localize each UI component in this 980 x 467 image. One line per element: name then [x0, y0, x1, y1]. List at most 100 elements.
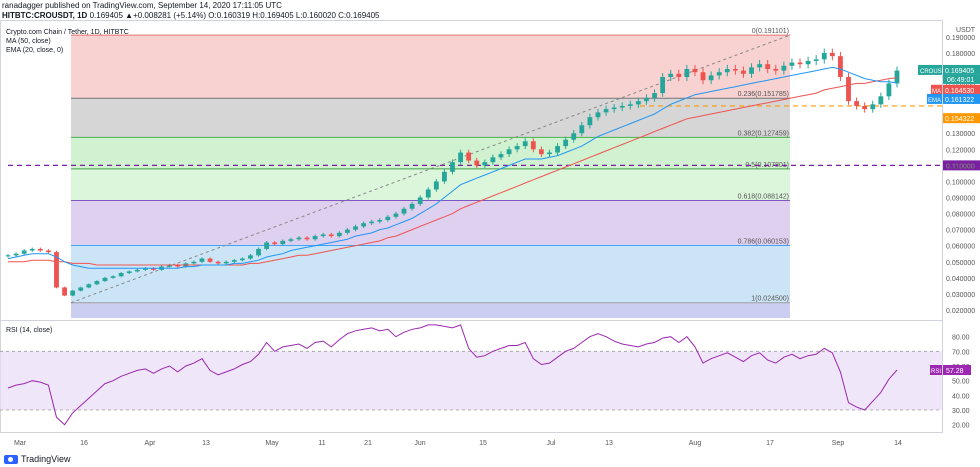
- candle-body: [514, 146, 520, 150]
- candle-body: [231, 260, 237, 262]
- candle-body: [724, 68, 730, 73]
- fib-level-label: 0.618(0.088142): [738, 193, 789, 200]
- candle-body: [668, 73, 674, 78]
- symbol-price-name: CROUSDT: [920, 69, 950, 75]
- rsi-tick-label: 80.00: [952, 335, 970, 342]
- symbol: HITBTC:CROUSDT, 1D: [2, 11, 88, 20]
- candle-body: [627, 104, 633, 106]
- candle-body: [280, 240, 286, 245]
- candle-body: [587, 117, 593, 126]
- candle-body: [579, 125, 585, 134]
- rsi-title: RSI (14, close): [6, 327, 52, 334]
- candle-body: [118, 273, 124, 277]
- candle-body: [749, 67, 754, 74]
- candle-body: [506, 149, 512, 155]
- candle-body: [555, 146, 560, 153]
- candle-body: [239, 258, 245, 261]
- candle-body: [797, 62, 803, 65]
- candle-body: [369, 221, 375, 224]
- price-tick-label: 0.190000: [946, 35, 975, 42]
- time-tick-label: 11: [318, 440, 325, 447]
- rsi-band: [0, 351, 942, 410]
- rsi-value: 57.28: [946, 368, 964, 375]
- candle-body: [86, 284, 92, 288]
- candle-body: [393, 213, 399, 217]
- price-tick-label: 0.130000: [946, 131, 975, 138]
- candle-body: [821, 52, 827, 60]
- candle-body: [538, 149, 544, 155]
- fib-level-label: 0(0.191101): [752, 28, 789, 35]
- candle-body: [805, 60, 811, 65]
- candle-body: [829, 52, 835, 57]
- candle-body: [191, 261, 197, 264]
- candle-body: [530, 141, 536, 150]
- time-tick-label: Apr: [145, 440, 157, 447]
- candle-body: [151, 268, 156, 270]
- candle-body: [862, 105, 868, 110]
- candle-body: [466, 152, 472, 161]
- candle-body: [361, 223, 367, 227]
- ema-name-tag: [927, 93, 942, 104]
- candle-body: [886, 83, 892, 97]
- candle-body: [547, 152, 552, 155]
- candle-body: [345, 229, 350, 233]
- symbol-price-name-tag: [918, 64, 942, 75]
- candle-body: [417, 197, 423, 204]
- rsi-tick-label: 30.00: [952, 408, 970, 415]
- currency-label: USDT: [956, 27, 976, 34]
- rsi-value-tag: [943, 364, 971, 375]
- candle-body: [838, 56, 843, 78]
- time-tick-label: Mar: [14, 440, 27, 447]
- fib-trend-line: [70, 34, 791, 304]
- candle-body: [78, 287, 84, 291]
- candle-body: [320, 234, 326, 237]
- candle-body: [175, 264, 181, 267]
- candle-body: [272, 242, 278, 245]
- candle-body: [619, 105, 625, 108]
- time-tick-label: 15: [479, 440, 487, 447]
- candle-body: [482, 162, 488, 166]
- candle-body: [70, 290, 76, 296]
- candle-body: [789, 62, 795, 66]
- candle-body: [611, 107, 617, 110]
- symbol-price-value: 0.169405: [945, 68, 974, 75]
- candle-body: [563, 139, 569, 147]
- legend-ema: EMA (20, close, 0): [6, 47, 63, 54]
- time-tick-label: Jul: [547, 440, 556, 447]
- candle-body: [401, 208, 407, 214]
- chart-header: ranadagger published on TradingView.com,…: [2, 1, 380, 21]
- candle-body: [256, 248, 261, 256]
- rsi-name: RSI: [931, 369, 941, 375]
- candle-body: [676, 73, 682, 78]
- candle-body: [692, 68, 698, 73]
- candle-body: [571, 133, 577, 140]
- price-tick-label: 0.030000: [946, 292, 975, 299]
- candle-body: [312, 236, 318, 240]
- ma-line: [8, 77, 898, 266]
- ma-value-tag: [943, 84, 980, 95]
- candle-body: [223, 261, 229, 264]
- time-tick-label: Sep: [832, 440, 845, 447]
- candle-body: [110, 276, 116, 278]
- time-tick-label: 14: [894, 440, 902, 447]
- candle-body: [377, 220, 383, 222]
- fib-zone: [71, 98, 790, 138]
- countdown: 06:49:01: [947, 77, 974, 84]
- candle-body: [142, 268, 148, 270]
- candle-body: [450, 162, 455, 172]
- price-tick-label: 0.050000: [946, 260, 975, 267]
- legend-ma: MA (50, close): [6, 38, 51, 45]
- candle-body: [757, 64, 763, 68]
- tradingview-icon: [4, 454, 18, 464]
- time-tick-label: 16: [80, 440, 88, 447]
- candle-body: [328, 234, 334, 237]
- candle-body: [522, 141, 528, 147]
- candle-body: [94, 281, 100, 285]
- candle-body: [700, 72, 706, 81]
- candle-body: [490, 157, 496, 163]
- candle-body: [894, 70, 900, 84]
- candle-body: [304, 237, 310, 240]
- rsi-name-tag: [930, 364, 942, 375]
- ema-line: [7, 66, 898, 269]
